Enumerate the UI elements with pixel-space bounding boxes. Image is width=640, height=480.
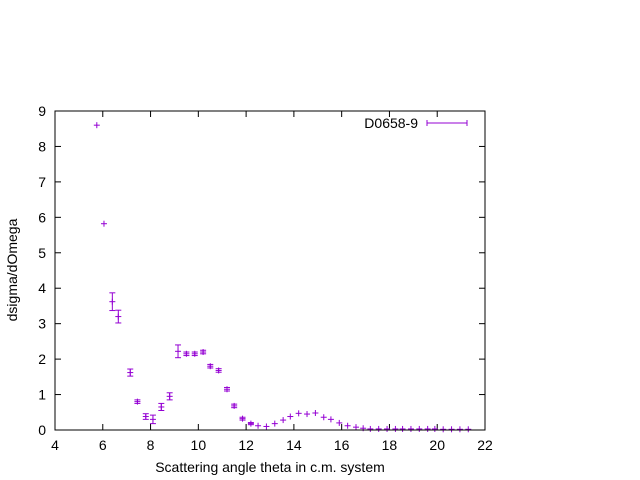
x-tick-label: 12 [238, 437, 254, 453]
data-point [100, 220, 107, 227]
data-point [384, 425, 391, 432]
plot-frame [54, 110, 486, 431]
data-point [399, 425, 406, 432]
y-tick-label: 6 [38, 209, 46, 225]
x-tick-label: 10 [191, 437, 207, 453]
data-point [109, 292, 116, 312]
data-point [93, 122, 100, 129]
data-point [224, 386, 230, 393]
data-point [149, 414, 156, 425]
x-tick-label: 22 [477, 437, 493, 453]
x-tick-label: 6 [99, 437, 107, 453]
legend-label: D0658-9 [364, 115, 418, 131]
data-point [166, 392, 173, 401]
y-tick-label: 5 [38, 245, 46, 261]
x-tick-label: 4 [51, 437, 59, 453]
x-tick-label: 8 [147, 437, 155, 453]
data-point [344, 422, 351, 429]
data-point [465, 426, 472, 433]
data-point [134, 398, 141, 405]
data-point [263, 423, 270, 430]
data-layer [93, 122, 472, 433]
data-point [271, 420, 278, 427]
data-point [207, 363, 214, 370]
data-point [304, 411, 311, 418]
y-tick-label: 7 [38, 174, 46, 190]
x-tick-label: 14 [286, 437, 302, 453]
y-tick-label: 0 [38, 422, 46, 438]
legend: D0658-9 [364, 115, 468, 131]
data-point [295, 410, 302, 417]
y-tick-label: 9 [38, 103, 46, 119]
data-point [247, 420, 254, 427]
data-point [320, 414, 327, 421]
data-point [353, 424, 359, 431]
y-tick-label: 3 [38, 316, 46, 332]
y-tick-label: 8 [38, 138, 46, 154]
data-point [183, 350, 190, 357]
data-point [456, 426, 463, 433]
data-point [416, 425, 423, 432]
data-point [191, 350, 198, 357]
data-point [287, 413, 294, 420]
y-tick-label: 1 [38, 387, 46, 403]
data-point [431, 425, 438, 432]
data-point [392, 425, 399, 432]
data-point [375, 425, 382, 432]
data-point [239, 415, 246, 422]
data-point [175, 344, 182, 359]
x-tick-label: 18 [382, 437, 398, 453]
data-point [231, 402, 238, 409]
data-point [255, 422, 262, 429]
data-point [158, 402, 165, 412]
x-axis-label: Scattering angle theta in c.m. system [155, 459, 385, 475]
x-tick-label: 20 [429, 437, 445, 453]
data-point [127, 368, 134, 377]
data-point [312, 409, 319, 416]
data-point [215, 367, 222, 374]
data-point [327, 416, 334, 423]
x-tick-label: 16 [334, 437, 350, 453]
y-axis-label: dsigma/dOmega [4, 218, 20, 321]
data-point [424, 425, 431, 432]
y-tick-label: 2 [38, 351, 46, 367]
data-point [336, 419, 343, 426]
data-point [280, 417, 287, 424]
data-point [440, 426, 447, 433]
data-point [367, 425, 374, 432]
data-point [448, 426, 455, 433]
y-tick-label: 4 [38, 280, 46, 296]
data-point [407, 425, 414, 432]
data-point [142, 413, 149, 420]
data-point [200, 349, 207, 356]
data-point [115, 309, 122, 324]
